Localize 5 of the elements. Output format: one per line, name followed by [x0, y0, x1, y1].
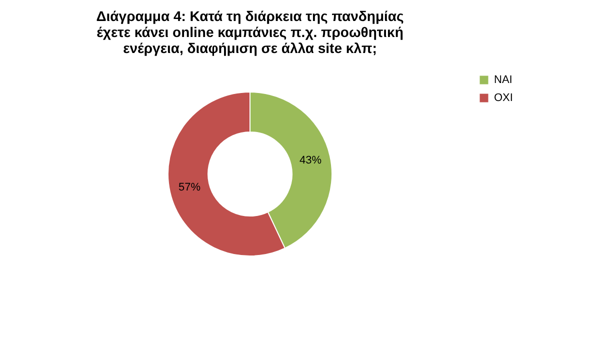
chart-title: Διάγραμμα 4: Κατά τη διάρκεια της πανδημίας έχετε κάνει online καμπάνιες π.χ. προωθητική ενέργεια, διαφήμιση σε άλλα site κλπ; [96, 8, 404, 56]
legend-label: ΝΑΙ [494, 74, 512, 86]
data-label: 43% [299, 154, 322, 166]
legend-label: ΟΧΙ [494, 92, 513, 104]
data-label: 57% [178, 182, 201, 194]
